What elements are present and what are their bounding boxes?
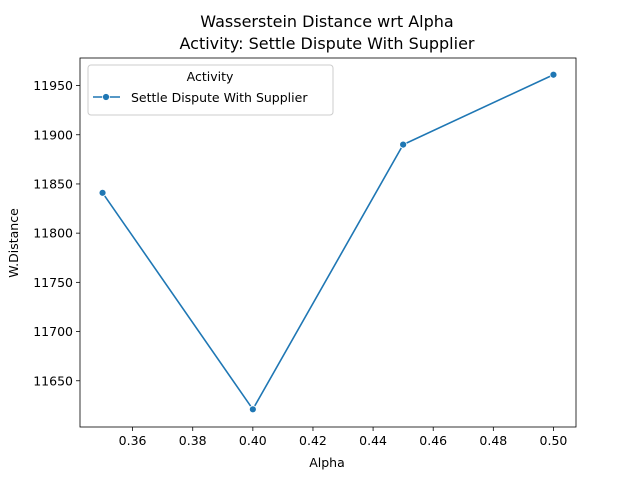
y-tick-label: 11950 — [33, 78, 73, 93]
data-point — [98, 188, 107, 197]
y-tick-label: 11900 — [33, 127, 73, 142]
x-tick-label: 0.46 — [419, 433, 447, 448]
x-tick-label: 0.42 — [299, 433, 327, 448]
x-tick-label: 0.50 — [540, 433, 568, 448]
y-axis-label: W.Distance — [6, 208, 21, 278]
x-tick-label: 0.40 — [239, 433, 267, 448]
chart-title: Wasserstein Distance wrt Alpha — [200, 12, 453, 31]
y-axis: 11650 11700 11750 11800 11850 11900 11950 — [33, 78, 80, 388]
plot-frame — [79, 57, 577, 428]
x-tick-label: 0.36 — [119, 433, 147, 448]
legend-point-marker — [102, 93, 110, 101]
x-tick-label: 0.44 — [359, 433, 387, 448]
x-tick-label: 0.48 — [479, 433, 507, 448]
chart-subtitle: Activity: Settle Dispute With Supplier — [179, 34, 474, 53]
y-tick-label: 11850 — [33, 176, 73, 191]
x-tick-label: 0.38 — [179, 433, 207, 448]
plot-area — [79, 57, 577, 428]
legend: Activity Settle Dispute With Supplier — [87, 64, 334, 116]
legend-title: Activity — [187, 69, 234, 84]
y-tick-label: 11750 — [33, 275, 73, 290]
y-tick-label: 11700 — [33, 324, 73, 339]
data-point — [248, 405, 257, 414]
x-axis-label: Alpha — [309, 455, 345, 470]
x-axis: 0.36 0.38 0.40 0.42 0.44 0.46 0.48 0.50 — [119, 427, 568, 448]
y-tick-label: 11650 — [33, 373, 73, 388]
legend-series-label: Settle Dispute With Supplier — [131, 90, 308, 105]
series-line — [101, 74, 554, 411]
data-point — [399, 140, 408, 149]
data-point — [549, 70, 558, 79]
series-layer — [98, 70, 558, 414]
legend-box — [87, 64, 334, 116]
y-tick-label: 11800 — [33, 226, 73, 241]
